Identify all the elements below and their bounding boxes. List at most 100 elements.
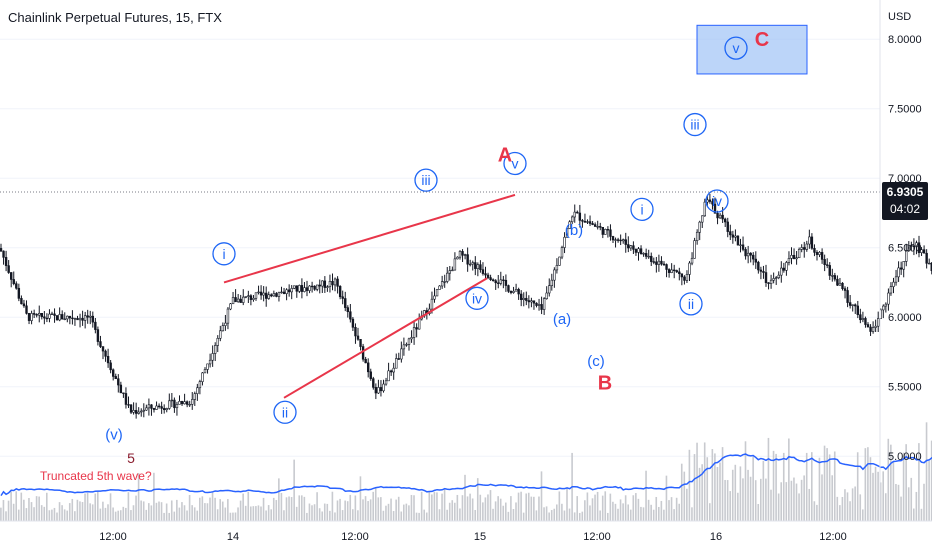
candle-body [397,358,400,360]
candle-body [127,404,130,406]
volume-bar [665,475,668,521]
volume-bar [385,505,387,521]
wave-label-circle [273,400,297,424]
candle-body [634,249,638,253]
candle-body [583,220,587,223]
candle-body [226,308,230,324]
volume-bar [499,498,502,521]
candle-body [392,367,395,373]
candle-body [866,324,870,328]
volume-bar [81,502,84,521]
candle-body [759,269,763,272]
volume-bar [780,482,782,521]
price-axis-ticks[interactable]: 8.00007.50007.00006.50006.00005.50005.00… [888,34,922,463]
volume-bar [670,497,673,521]
candle-body [578,212,582,221]
candle-body [389,370,393,373]
candle-body [769,279,773,284]
candle-body [282,291,286,294]
wave-label-5: 5 [127,450,135,466]
volume-bar [285,497,288,521]
candle-body [519,293,523,300]
volume-bar [658,506,660,521]
candle-body [688,262,691,275]
volume-bar [612,501,614,521]
volume-bar [872,472,874,521]
target-zone-box[interactable] [696,24,808,75]
candle-body [252,297,255,300]
volume-bar [357,510,359,521]
candle-body [833,275,837,280]
candle-body [160,406,163,409]
volume-bar [410,494,413,521]
volume-bar [533,496,535,521]
volume-bar [48,510,51,521]
volume-bar [655,496,658,521]
volume-bar [339,498,341,521]
volume-bar [380,497,382,521]
candle-body [275,293,278,297]
volume-bar [227,499,229,521]
volume-bar [747,469,749,521]
volume-bar [808,488,811,521]
volume-bar [329,510,331,521]
volume-bar [2,500,5,521]
volume-bar [910,477,913,521]
candle-body [453,258,457,271]
candle-body [15,283,18,289]
volume-bar [272,497,275,521]
candle-body [150,404,153,409]
candle-body [815,252,819,255]
candle-body [491,279,495,282]
candle-body [723,218,727,223]
candle-body [86,315,89,318]
candle-body [823,259,826,265]
candle-body [864,318,867,325]
candle-body [550,279,554,286]
volume-bar [862,509,864,521]
candle-body [693,240,696,259]
volume-bar [135,495,137,521]
time-axis-ticks[interactable]: 12:00 14 12:00 15 12:00 16 12:00 [99,531,847,543]
candle-body [351,318,355,328]
volume-bar [425,512,428,521]
volume-bar [63,509,66,521]
volume-bar [538,496,540,521]
candle-body [644,253,648,257]
volume-bar [775,453,777,521]
volume-bar [176,499,178,521]
candle-body [917,242,921,253]
candle-body [611,236,615,241]
candle-body [372,378,375,388]
candle-body [458,251,462,258]
volume-bar [515,502,517,521]
volume-bar [295,506,298,521]
wave-label-A: A [498,145,512,167]
volume-bar [782,452,785,521]
candle-body [701,215,704,223]
candle-body [400,348,403,360]
candle-body [446,272,449,282]
volume-bar [301,495,303,521]
candle-body [361,346,365,360]
candle-body [810,236,814,249]
volume-bar [232,512,234,521]
candle-body [828,265,831,276]
volume-bar [346,501,349,521]
volume-bar [145,509,148,521]
candle-body [593,224,597,227]
truncated-wave-note: Truncated 5th wave? [40,469,152,483]
candle-body [129,404,133,413]
volume-bar [244,505,247,521]
candle-body [486,274,490,278]
candle-body [451,269,454,272]
candle-body [433,295,436,300]
candle-body [713,203,717,214]
candle-body [527,300,531,303]
volume-bar [239,500,242,521]
candle-body [280,291,283,294]
candle-body [907,245,911,251]
volume-bar [640,506,642,521]
volume-bar [494,501,497,521]
